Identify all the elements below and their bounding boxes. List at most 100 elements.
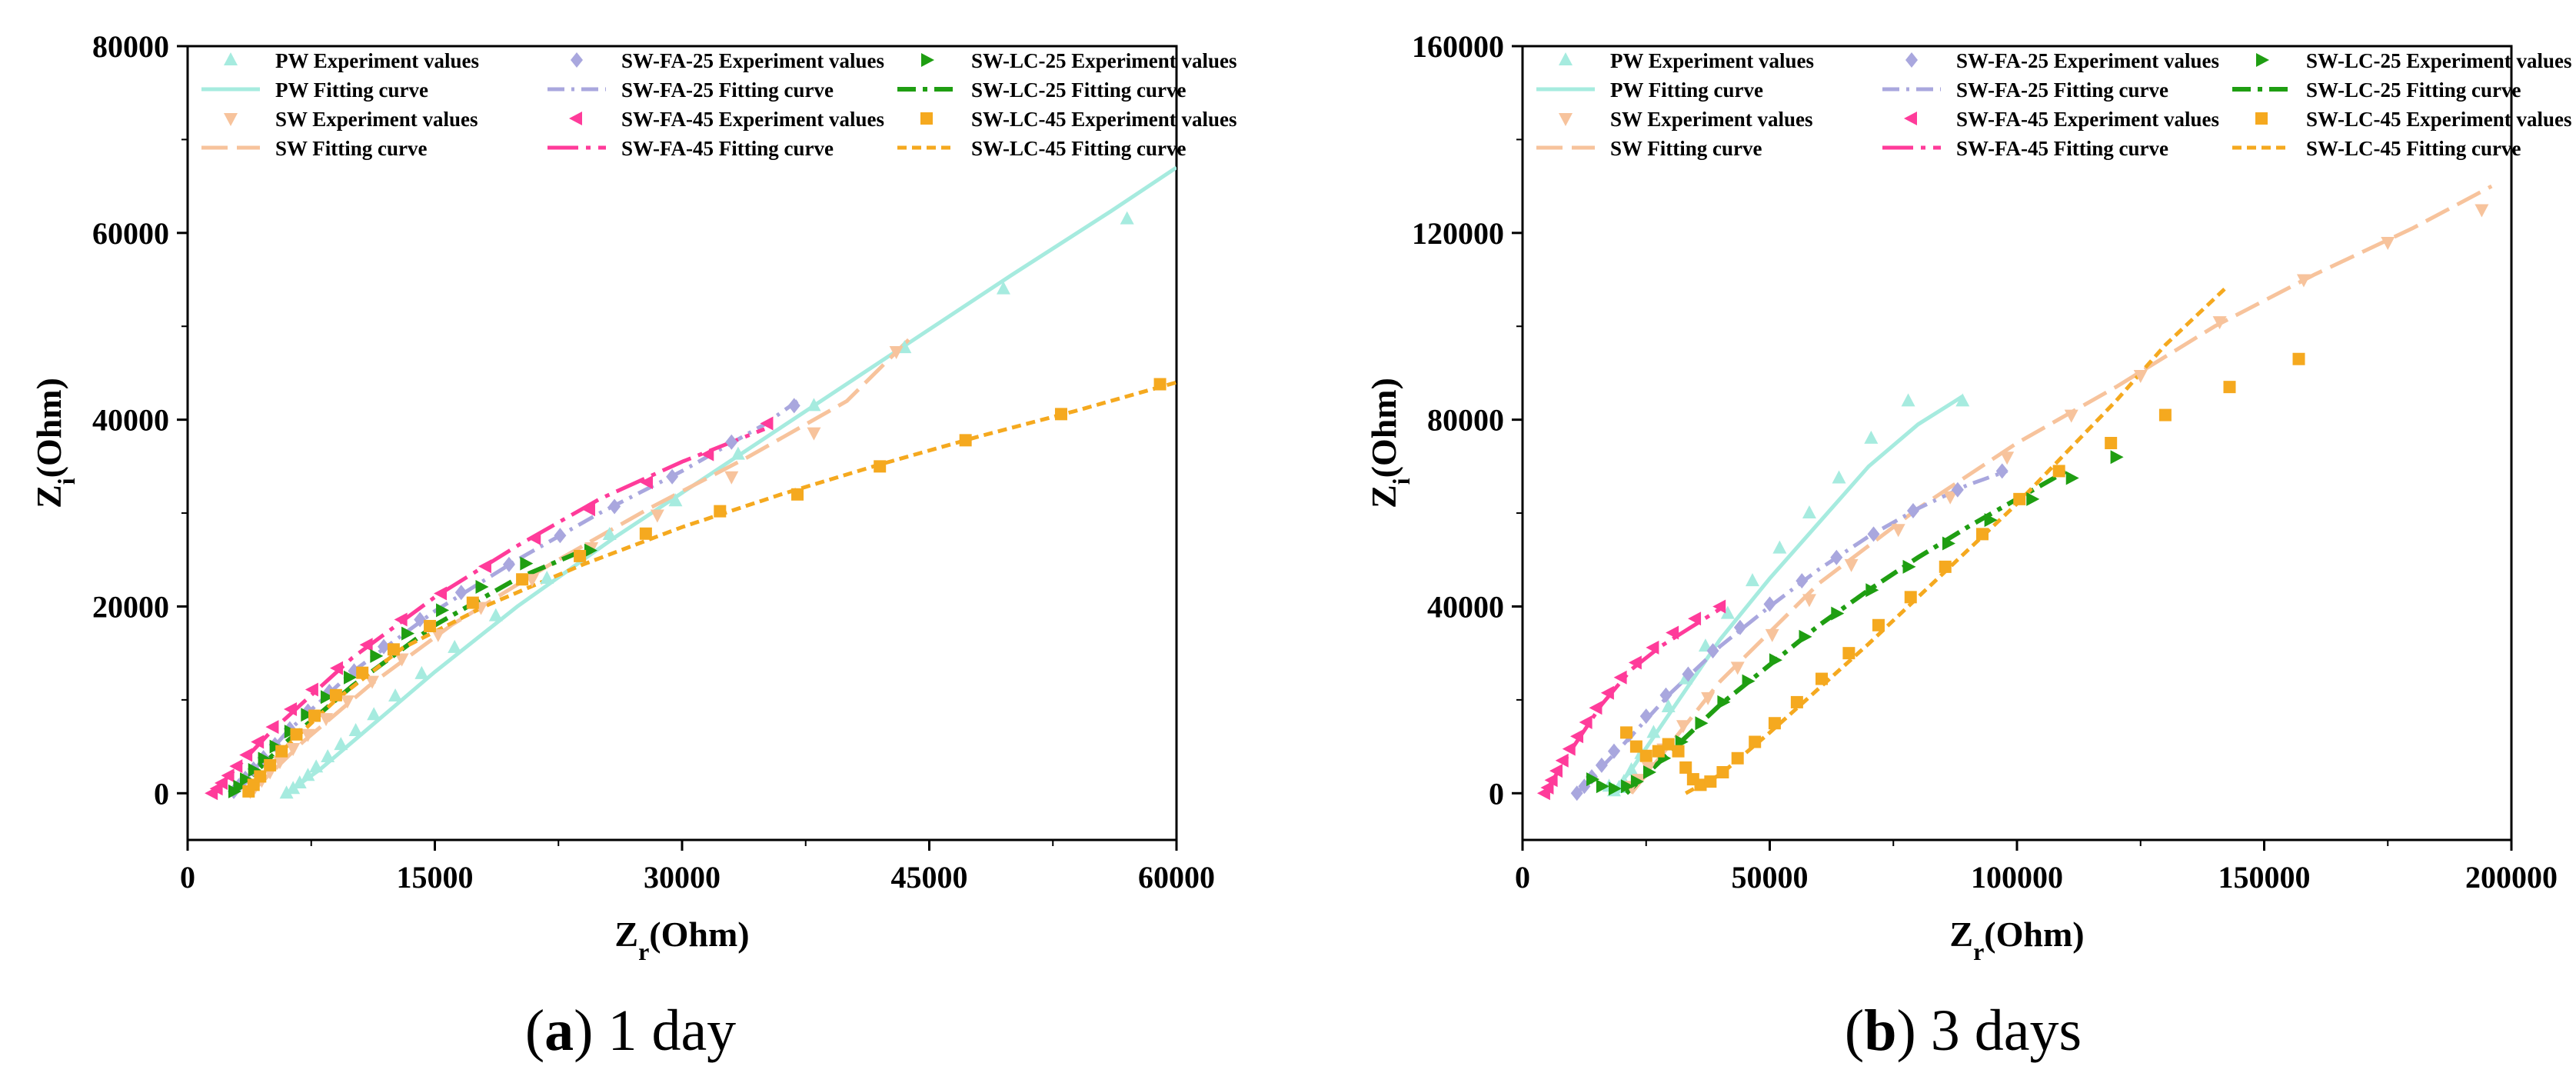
data-point-sw_fa_45 [1628, 655, 1642, 670]
data-point-sw [1802, 594, 1816, 608]
x-axis-title-main: Z [614, 915, 638, 954]
plot-area [205, 165, 1177, 801]
data-point-sw [431, 628, 445, 642]
plot-frame [186, 45, 1178, 841]
data-point-sw [319, 713, 334, 727]
fit-curve-sw [1629, 184, 2493, 795]
data-point-sw_lc_25 [2026, 492, 2040, 506]
data-point-sw_lc_45 [1749, 735, 1762, 748]
caption-label: a [544, 998, 574, 1063]
data-point-pw [367, 707, 381, 721]
data-point-sw_fa_45 [1579, 715, 1593, 730]
data-point-sw_lc_45 [2158, 408, 2172, 422]
data-point-sw_fa_45 [284, 702, 298, 717]
data-point-sw_lc_45 [1768, 717, 1781, 730]
data-point-sw_lc_25 [401, 626, 415, 641]
data-point-sw_lc_45 [714, 505, 727, 518]
data-point-sw_lc_25 [233, 779, 247, 794]
data-point-sw_fa_45 [1688, 611, 1702, 626]
series-sw_fa_25 [228, 398, 800, 799]
data-point-sw_lc_45 [275, 745, 288, 758]
data-point-sw_lc_25 [1717, 695, 1731, 709]
data-point-sw_fa_25 [502, 556, 515, 572]
data-point-pw [807, 398, 821, 412]
data-point-sw [524, 574, 539, 588]
caption-paren-close: ) [574, 998, 593, 1063]
data-point-sw_lc_25 [258, 751, 271, 766]
caption-text: 1 day [593, 998, 736, 1063]
y-tick-label: 0 [154, 776, 169, 811]
legend-marker-sw_fa_45 [1904, 112, 1917, 125]
data-point-sw_fa_45 [1613, 670, 1627, 685]
legend-marker-sw_fa_25 [1905, 52, 1918, 68]
fit-curve-sw_lc_25 [1624, 468, 2068, 795]
data-point-pw [309, 759, 324, 773]
data-point-pw [1955, 393, 1970, 407]
legend-marker-pw [224, 52, 238, 65]
data-point-sw_lc_25 [1865, 583, 1879, 598]
data-point-pw [1624, 761, 1639, 775]
data-point-sw_lc_45 [1620, 726, 1633, 739]
legend-label: SW-FA-45 Experiment values [1956, 108, 2219, 131]
data-point-sw [1701, 691, 1716, 705]
data-point-sw_lc_45 [254, 770, 267, 783]
x-tick-label: 200000 [2465, 860, 2558, 895]
data-point-sw_lc_25 [1586, 772, 1600, 787]
legend-marker-sw_lc_45 [920, 112, 933, 125]
data-point-sw_fa_25 [1763, 596, 1776, 612]
fit-curve-sw_lc_45 [1685, 287, 2226, 795]
data-point-sw_lc_45 [1639, 749, 1652, 762]
data-point-sw_lc_25 [1799, 629, 1812, 644]
caption-paren-close: ) [1896, 998, 1915, 1063]
data-point-sw_lc_25 [1831, 606, 1845, 621]
y-tick-label: 0 [1489, 776, 1504, 811]
series-sw_lc_45 [1620, 352, 2305, 791]
data-point-sw_fa_25 [725, 434, 738, 450]
data-point-sw_fa_45 [1562, 741, 1576, 756]
data-point-sw [394, 653, 409, 667]
data-point-sw_lc_25 [436, 603, 450, 618]
data-point-sw_lc_45 [1790, 695, 1803, 708]
data-point-sw_fa_45 [251, 735, 265, 749]
data-point-pw [1772, 540, 1787, 554]
legend-label: SW Fitting curve [275, 137, 428, 160]
data-point-sw_lc_45 [264, 758, 277, 771]
chart-panel-b: 0 50000 100000 150000 200000 0 40000 80000 12000… [1364, 29, 2572, 965]
data-point-sw [340, 695, 354, 709]
x-tick-label: 30000 [644, 860, 721, 895]
data-point-sw_lc_25 [301, 708, 315, 722]
data-point-sw_lc_45 [2223, 381, 2236, 394]
data-point-sw_lc_45 [1629, 740, 1642, 753]
series-sw_lc_25 [228, 543, 597, 798]
y-axis-title: Zi(Ohm) [29, 378, 80, 508]
data-point-sw_fa_45 [1600, 685, 1614, 700]
y-tick-label: 40000 [1427, 589, 1504, 624]
data-point-sw_lc_25 [1630, 775, 1644, 789]
data-point-sw [1844, 558, 1859, 572]
data-point-pw [1901, 393, 1915, 407]
data-point-sw_lc_45 [1872, 618, 1885, 631]
data-point-sw_lc_45 [387, 643, 400, 656]
y-axis-title-main: Z [1364, 485, 1403, 508]
data-point-sw_lc_45 [1731, 751, 1744, 765]
caption-label: b [1864, 998, 1896, 1063]
legend-label: SW Experiment values [1610, 108, 1813, 131]
y-tick-label: 40000 [92, 403, 169, 438]
data-point-sw_fa_25 [1867, 526, 1880, 542]
x-tick-label: 0 [180, 860, 195, 895]
data-point-sw_fa_45 [394, 612, 408, 627]
data-point-sw_fa_45 [1589, 701, 1603, 715]
data-point-sw_lc_45 [329, 688, 342, 701]
legend: PW Experiment values PW Fitting curve SW E… [1536, 49, 2572, 160]
data-point-sw [1730, 661, 1745, 675]
series-pw [279, 211, 1134, 799]
data-point-sw_lc_45 [1704, 775, 1717, 788]
data-point-sw_lc_25 [248, 762, 261, 777]
data-point-sw_fa_45 [581, 502, 595, 517]
data-point-sw_fa_45 [215, 775, 228, 790]
data-point-sw_fa_45 [1540, 781, 1554, 795]
data-point-sw_fa_25 [1570, 785, 1583, 801]
fit-curve-sw [248, 334, 914, 795]
data-point-sw_lc_25 [1608, 781, 1622, 796]
data-point-sw_fa_25 [1639, 708, 1652, 725]
